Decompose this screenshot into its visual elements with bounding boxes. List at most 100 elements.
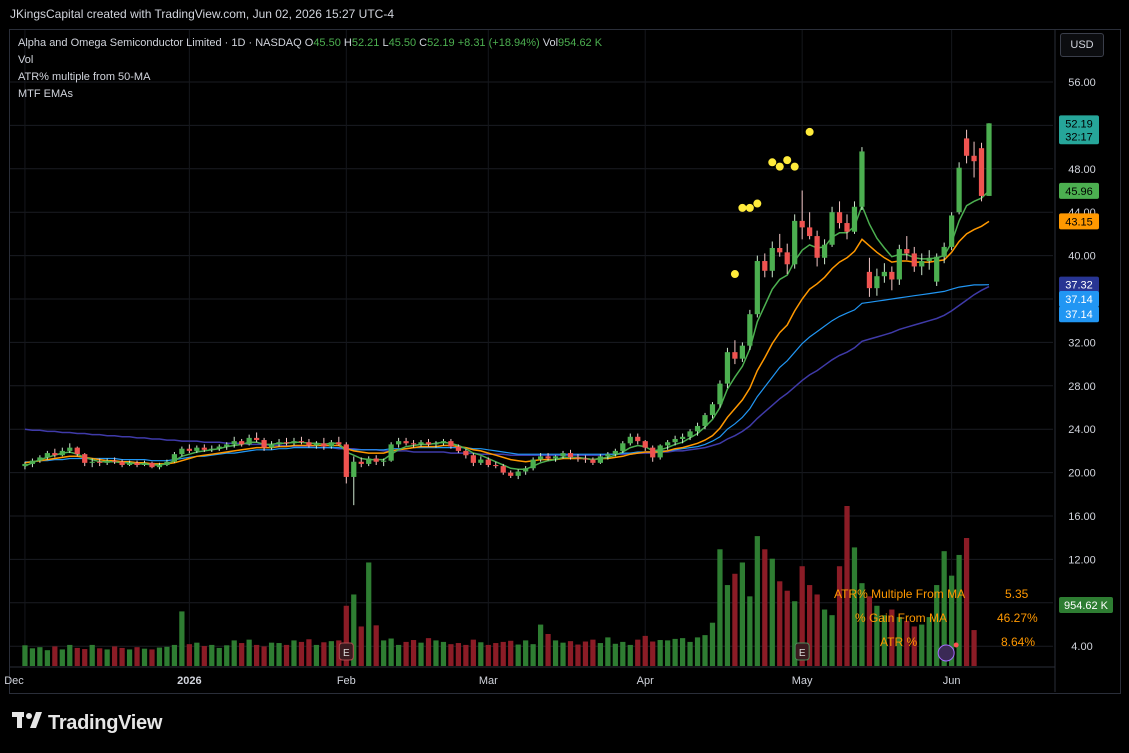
candle-body: [313, 443, 320, 446]
volume-bar: [650, 641, 656, 666]
volume-bar: [590, 639, 596, 666]
candle-body: [119, 461, 125, 466]
candle-body: [440, 441, 447, 444]
candle-body: [515, 471, 521, 476]
change-value: +8.31 (+18.94%): [457, 37, 540, 49]
volume-bar: [141, 648, 148, 666]
volume-bar: [283, 644, 290, 666]
candle-body: [545, 456, 551, 459]
price-tick-label: 16.00: [1068, 511, 1096, 523]
candle-body: [410, 443, 417, 445]
price-tag-label: 954.62 K: [1064, 600, 1109, 612]
candle-body: [67, 447, 73, 451]
volume-bar: [246, 639, 252, 666]
volume-bar: [104, 649, 110, 666]
price-tag: [1059, 306, 1099, 323]
indicator-vol[interactable]: Vol: [18, 54, 34, 66]
volume-bar: [926, 617, 932, 666]
candle-body: [612, 450, 618, 455]
candle-body: [784, 252, 790, 265]
candle-body: [373, 458, 379, 462]
candle-body: [126, 462, 133, 466]
volume-bar: [769, 558, 775, 666]
chart-frame[interactable]: [9, 29, 1121, 694]
candle-body: [470, 455, 476, 463]
earnings-marker-label: E: [343, 648, 350, 659]
open-label: O: [304, 37, 314, 49]
volume-bar: [410, 640, 417, 666]
candle-body: [769, 248, 775, 271]
symbol-row[interactable]: Alpha and Omega Semiconductor Limited · …: [18, 35, 602, 52]
volume-bar: [44, 650, 50, 666]
candle-body: [851, 206, 858, 232]
candle-body: [186, 448, 192, 451]
candle-body: [836, 212, 843, 224]
volume-bar: [82, 649, 88, 666]
candle-body: [433, 443, 439, 445]
volume-bar: [605, 637, 611, 666]
candle-body: [792, 220, 798, 265]
candle-body: [642, 441, 648, 448]
volume-bar: [351, 594, 357, 666]
volume-bar: [851, 547, 858, 666]
volume-bar: [762, 549, 768, 666]
volume-bar: [433, 640, 439, 666]
volume-bar: [844, 506, 850, 666]
split-marker-icon: [937, 644, 955, 662]
candle-body: [283, 442, 290, 444]
candle-body: [919, 261, 925, 267]
indicator-mtf-emas[interactable]: MTF EMAs: [18, 88, 73, 100]
volume-bar: [881, 615, 887, 666]
volume-bar: [874, 605, 880, 666]
volume-bar: [306, 639, 312, 666]
volume-bar: [418, 642, 424, 666]
price-tag-label: 43.15: [1065, 216, 1093, 228]
volume-bar: [52, 646, 58, 666]
candle-body: [672, 438, 678, 443]
candle-body: [971, 155, 977, 162]
signal-dot: [768, 158, 777, 167]
volume-bar: [792, 601, 798, 666]
volume-bar: [620, 641, 626, 666]
volume-bar: [231, 640, 237, 666]
candle-body: [560, 453, 566, 457]
volume-bar: [373, 625, 379, 666]
candle-body: [381, 460, 387, 462]
volume-bar: [508, 640, 514, 666]
symbol-name[interactable]: Alpha and Omega Semiconductor Limited · …: [18, 37, 302, 49]
volume-bar: [754, 536, 760, 666]
indicator-atr-multiple[interactable]: ATR% multiple from 50-MA: [18, 71, 151, 83]
volume-bar: [74, 647, 80, 666]
volume-bar: [171, 644, 178, 666]
tradingview-logo[interactable]: TradingView: [12, 710, 162, 736]
candle-body: [254, 437, 260, 441]
currency-button[interactable]: USD: [1060, 33, 1104, 57]
price-tag: [1059, 182, 1099, 199]
candle-body: [493, 465, 499, 467]
volume-bar: [597, 643, 604, 666]
candle-body: [881, 271, 887, 277]
volume-bar: [134, 647, 140, 666]
open-value: 45.50: [313, 37, 341, 49]
volume-bar: [328, 641, 334, 666]
volume-bar: [67, 644, 73, 666]
candle-body: [889, 271, 895, 280]
candle-body: [829, 212, 835, 245]
volume-bar: [821, 609, 828, 666]
volume-bar: [687, 641, 693, 666]
candle-body: [239, 441, 245, 445]
candle-body: [141, 462, 148, 466]
candle-body: [657, 445, 663, 458]
signal-dot: [783, 156, 792, 165]
candle-body: [650, 447, 656, 458]
high-label: H: [343, 37, 352, 49]
candle-body: [709, 404, 716, 416]
high-value: 52.21: [351, 37, 380, 49]
price-tag-label: 45.96: [1065, 186, 1093, 198]
volume-bar: [971, 630, 977, 666]
volume-bar: [545, 634, 551, 666]
volume-bar: [799, 566, 805, 666]
ema-slow-line: [24, 284, 990, 463]
volume-bar: [956, 554, 962, 666]
